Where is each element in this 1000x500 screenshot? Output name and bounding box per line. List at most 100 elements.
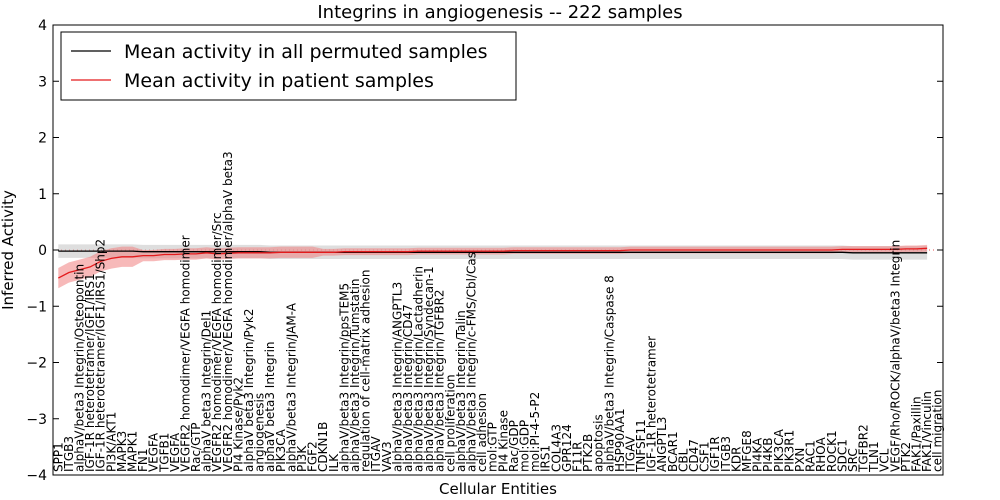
category-label: CSF1 (698, 441, 712, 472)
category-label: VEGFR2 homodimer/VEGFA homodimer (178, 235, 192, 472)
category-label: PI3K (295, 445, 309, 472)
category-label: regulation of cell-matrix adhesion (359, 269, 373, 472)
category-label: PI4KB (761, 438, 775, 473)
category-label: mol:GDP (518, 420, 532, 472)
category-label: alphaV/beta3 Integrin/ppsTEM5 (337, 283, 351, 472)
category-label: PIK3R1 (782, 430, 796, 472)
category-label: SRC (846, 448, 860, 472)
legend-label-permuted: Mean activity in all permuted samples (124, 41, 487, 63)
category-label: PIK3CA (772, 428, 786, 472)
category-label: PTK2B (581, 434, 595, 472)
y-tick-label: −2 (26, 356, 47, 372)
series-line-0 (58, 250, 928, 254)
y-tick-label: −4 (26, 468, 47, 484)
category-label: alphaV/beta3 Integrin/Osteopontin (73, 264, 87, 472)
category-label: alphaV/beta3 Integrin/c-FMS/Cbl/Cas (465, 252, 479, 472)
y-tick-label: 4 (38, 18, 47, 34)
category-label: RAC1 (804, 440, 818, 472)
x-axis-label: Cellular Entities (439, 480, 557, 498)
category-label: KDR (729, 447, 743, 472)
category-label: alphaV beta3 Integrin (263, 341, 277, 472)
category-label: mol:PI-4-5-P2 (528, 392, 542, 472)
series-lines (57, 247, 928, 279)
category-label: ITGB3 (62, 436, 76, 472)
category-label: VEGFR2 homodimer/VEGFA homodimer/Src (210, 212, 224, 472)
category-label: PI4 Kinase (496, 410, 510, 472)
category-label: BCAR1 (666, 431, 680, 472)
series-line-1 (57, 247, 928, 279)
category-label: HSP90AA1 (613, 408, 627, 472)
category-label: COL4A3 (549, 424, 563, 472)
category-label: VCL (878, 448, 892, 472)
category-label: GPR124 (560, 424, 574, 472)
category-label: IGF-1R heterotetramer/IGF1/IRS1 (83, 273, 97, 472)
category-label: PI4 Kinase/Pyk2 (231, 377, 245, 472)
category-label: TLN1 (867, 441, 881, 473)
legend-box (60, 31, 517, 101)
legend: Mean activity in all permuted samples Me… (60, 31, 517, 101)
category-label: SPP1 (51, 442, 65, 472)
category-label: Rac/GDP (507, 420, 521, 472)
y-tick-label: −3 (26, 412, 47, 428)
chart-title: Integrins in angiogenesis -- 222 samples (317, 2, 682, 23)
category-label: alphaV/beta3 Integrin/Talin (454, 310, 468, 472)
y-axis: −4 −3 −2 −1 0 1 2 3 4 (26, 18, 943, 484)
category-label: angiogenesis (253, 393, 267, 472)
category-label: MFGE8 (740, 430, 754, 472)
y-tick-label: 3 (38, 74, 47, 90)
category-label: alphaV/beta3 Integrin/Lactadherin (412, 266, 426, 472)
category-label: FAK1/Paxillin (910, 396, 924, 472)
category-label: apoptosis (592, 414, 606, 472)
category-label: SDC1 (835, 439, 849, 472)
y-axis-label: Inferred Activity (0, 190, 17, 310)
category-label: PI3K/AKT1 (104, 412, 118, 472)
y-tick-label: 0 (38, 243, 47, 259)
category-label: FAK1/Vinculin (920, 391, 934, 472)
category-label: alphaV beta3 Integrin/Del1 (200, 310, 214, 472)
category-label: PIK3CA (274, 428, 288, 472)
category-label: ITGB3 (719, 436, 733, 472)
y-tick-label: 2 (38, 131, 47, 147)
category-label: MAPK1 (126, 431, 140, 472)
category-label: ITGAV (369, 435, 383, 472)
category-label: IGF-1R heterotetramer (645, 336, 659, 472)
category-label: CBL (676, 448, 690, 472)
category-label: TGFB1 (157, 433, 171, 473)
category-label: cell adhesion (475, 393, 489, 472)
category-label: mol:GTP (486, 422, 500, 472)
y-tick-label: −1 (26, 299, 47, 315)
category-label: Rac/GTP (189, 422, 203, 472)
category-label: MAPK3 (115, 431, 129, 472)
category-label: alphaV/beta3 Integrin/Tumstatin (348, 278, 362, 472)
category-label: alphaV/beta3 Integrin/Syndecan-1 (422, 266, 436, 472)
category-label: PXN (793, 448, 807, 472)
category-label: alphaV/beta3 Integrin/ANGPTL3 (390, 282, 404, 472)
category-label: alphaV/beta3 Integrin/CD47 (401, 304, 415, 472)
category-label: VEGFR2 homodimer/VEGFA homodimer/alphaV … (221, 151, 235, 472)
category-label: TNFSF11 (634, 419, 648, 473)
category-label: ILK (327, 453, 341, 472)
band-patient (58, 244, 928, 289)
category-label: ROCK1 (825, 430, 839, 472)
category-label: RHOA (814, 436, 828, 472)
category-label: VEGFA (168, 432, 182, 472)
category-label: VEGF/Rho/ROCK/alphaV/beta3 Integrin (888, 240, 902, 472)
y-tick-label: 1 (38, 187, 47, 203)
category-label: alphaV/beta3 Integrin/JAM-A (284, 302, 298, 472)
category-label: F11R (571, 442, 585, 473)
category-label: ANGPTL3 (655, 417, 669, 472)
category-label: PI4KA (751, 437, 765, 472)
legend-label-patient: Mean activity in patient samples (124, 70, 434, 92)
category-label: PTK2 (899, 442, 913, 472)
category-label: CDKN1B (316, 422, 330, 472)
category-label: cell proliferation (443, 374, 457, 472)
category-label: VEGFA (147, 432, 161, 472)
category-label: ITGAV (623, 435, 637, 472)
category-label: TGFBR2 (857, 424, 871, 473)
category-label: CD47 (687, 439, 701, 472)
category-label: FGF2 (306, 441, 320, 472)
category-label: alphaV/beta3 Integrin/Caspase 8 (602, 275, 616, 472)
category-label: VAV3 (380, 441, 394, 472)
